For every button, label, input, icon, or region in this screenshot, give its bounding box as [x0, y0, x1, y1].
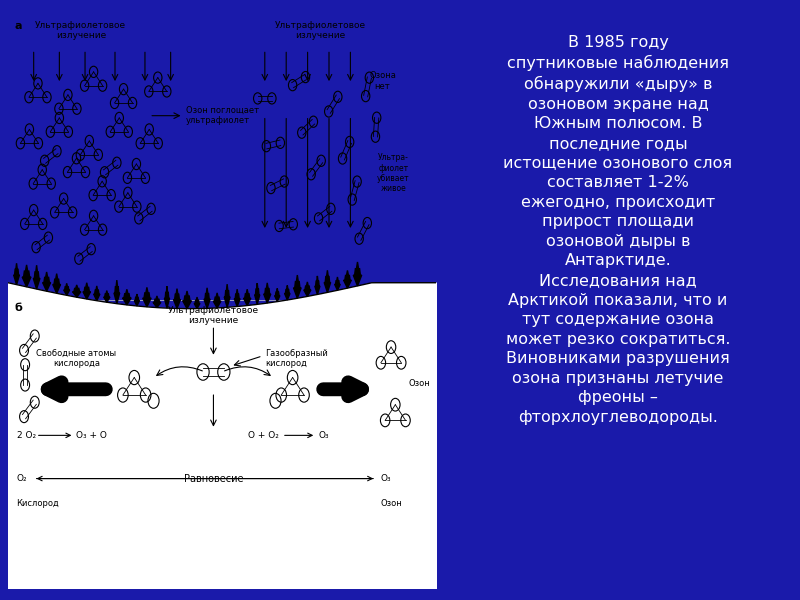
- Polygon shape: [122, 289, 131, 305]
- Polygon shape: [274, 289, 280, 302]
- Polygon shape: [204, 288, 210, 308]
- Text: Газообразный
кислород: Газообразный кислород: [265, 349, 327, 368]
- Polygon shape: [22, 265, 31, 287]
- Text: Ультрафиолетовое
излучение: Ультрафиолетовое излучение: [275, 20, 366, 40]
- Polygon shape: [83, 283, 90, 299]
- Polygon shape: [34, 265, 40, 289]
- Polygon shape: [264, 283, 270, 303]
- Polygon shape: [165, 286, 170, 308]
- Polygon shape: [304, 282, 311, 296]
- Polygon shape: [354, 262, 362, 286]
- Polygon shape: [42, 272, 50, 291]
- Text: O₂: O₂: [17, 474, 27, 483]
- Polygon shape: [94, 286, 100, 301]
- Polygon shape: [174, 289, 181, 308]
- Polygon shape: [254, 283, 260, 304]
- Polygon shape: [104, 290, 110, 302]
- Polygon shape: [224, 284, 230, 307]
- Polygon shape: [324, 270, 330, 292]
- Polygon shape: [344, 271, 351, 288]
- Polygon shape: [334, 277, 340, 290]
- Text: Озон: Озон: [380, 499, 402, 508]
- Polygon shape: [234, 289, 240, 307]
- Polygon shape: [142, 287, 151, 307]
- Polygon shape: [114, 280, 120, 304]
- Text: Свободные атомы
кислорода: Свободные атомы кислорода: [37, 349, 117, 368]
- Polygon shape: [73, 285, 81, 297]
- Text: O + O₂: O + O₂: [248, 431, 278, 440]
- Text: а: а: [14, 20, 22, 31]
- Text: В 1985 году
спутниковые наблюдения
обнаружили «дыру» в
озоновом экране над
Южным: В 1985 году спутниковые наблюдения обнар…: [503, 35, 733, 425]
- Text: Ультра-
фиолет
убивает
живое: Ультра- фиолет убивает живое: [377, 153, 410, 193]
- Polygon shape: [243, 289, 251, 305]
- Polygon shape: [53, 274, 61, 293]
- Text: Ультрафиолетовое
излучение: Ультрафиолетовое излучение: [168, 306, 259, 325]
- Polygon shape: [194, 297, 200, 308]
- Polygon shape: [315, 276, 320, 295]
- Text: O₃: O₃: [380, 474, 391, 483]
- Text: 2 O₂: 2 O₂: [17, 431, 36, 440]
- Polygon shape: [64, 283, 70, 295]
- Polygon shape: [214, 293, 221, 308]
- Polygon shape: [134, 294, 139, 306]
- Text: Кислород: Кислород: [17, 499, 59, 508]
- Polygon shape: [294, 275, 301, 298]
- Text: Озон поглощает
ультрафиолет: Озон поглощает ультрафиолет: [186, 106, 258, 125]
- Polygon shape: [285, 286, 290, 300]
- Text: Озона
нет: Озона нет: [369, 71, 396, 91]
- Text: Ультрафиолетовое
излучение: Ультрафиолетовое излучение: [35, 20, 126, 40]
- Text: б: б: [14, 303, 22, 313]
- Polygon shape: [153, 296, 161, 308]
- Text: Озон: Озон: [408, 379, 430, 388]
- Polygon shape: [14, 263, 19, 284]
- Polygon shape: [182, 291, 191, 308]
- Text: O₃: O₃: [318, 431, 329, 440]
- Text: O₃ + O: O₃ + O: [77, 431, 107, 440]
- Text: Равновесие: Равновесие: [184, 473, 243, 484]
